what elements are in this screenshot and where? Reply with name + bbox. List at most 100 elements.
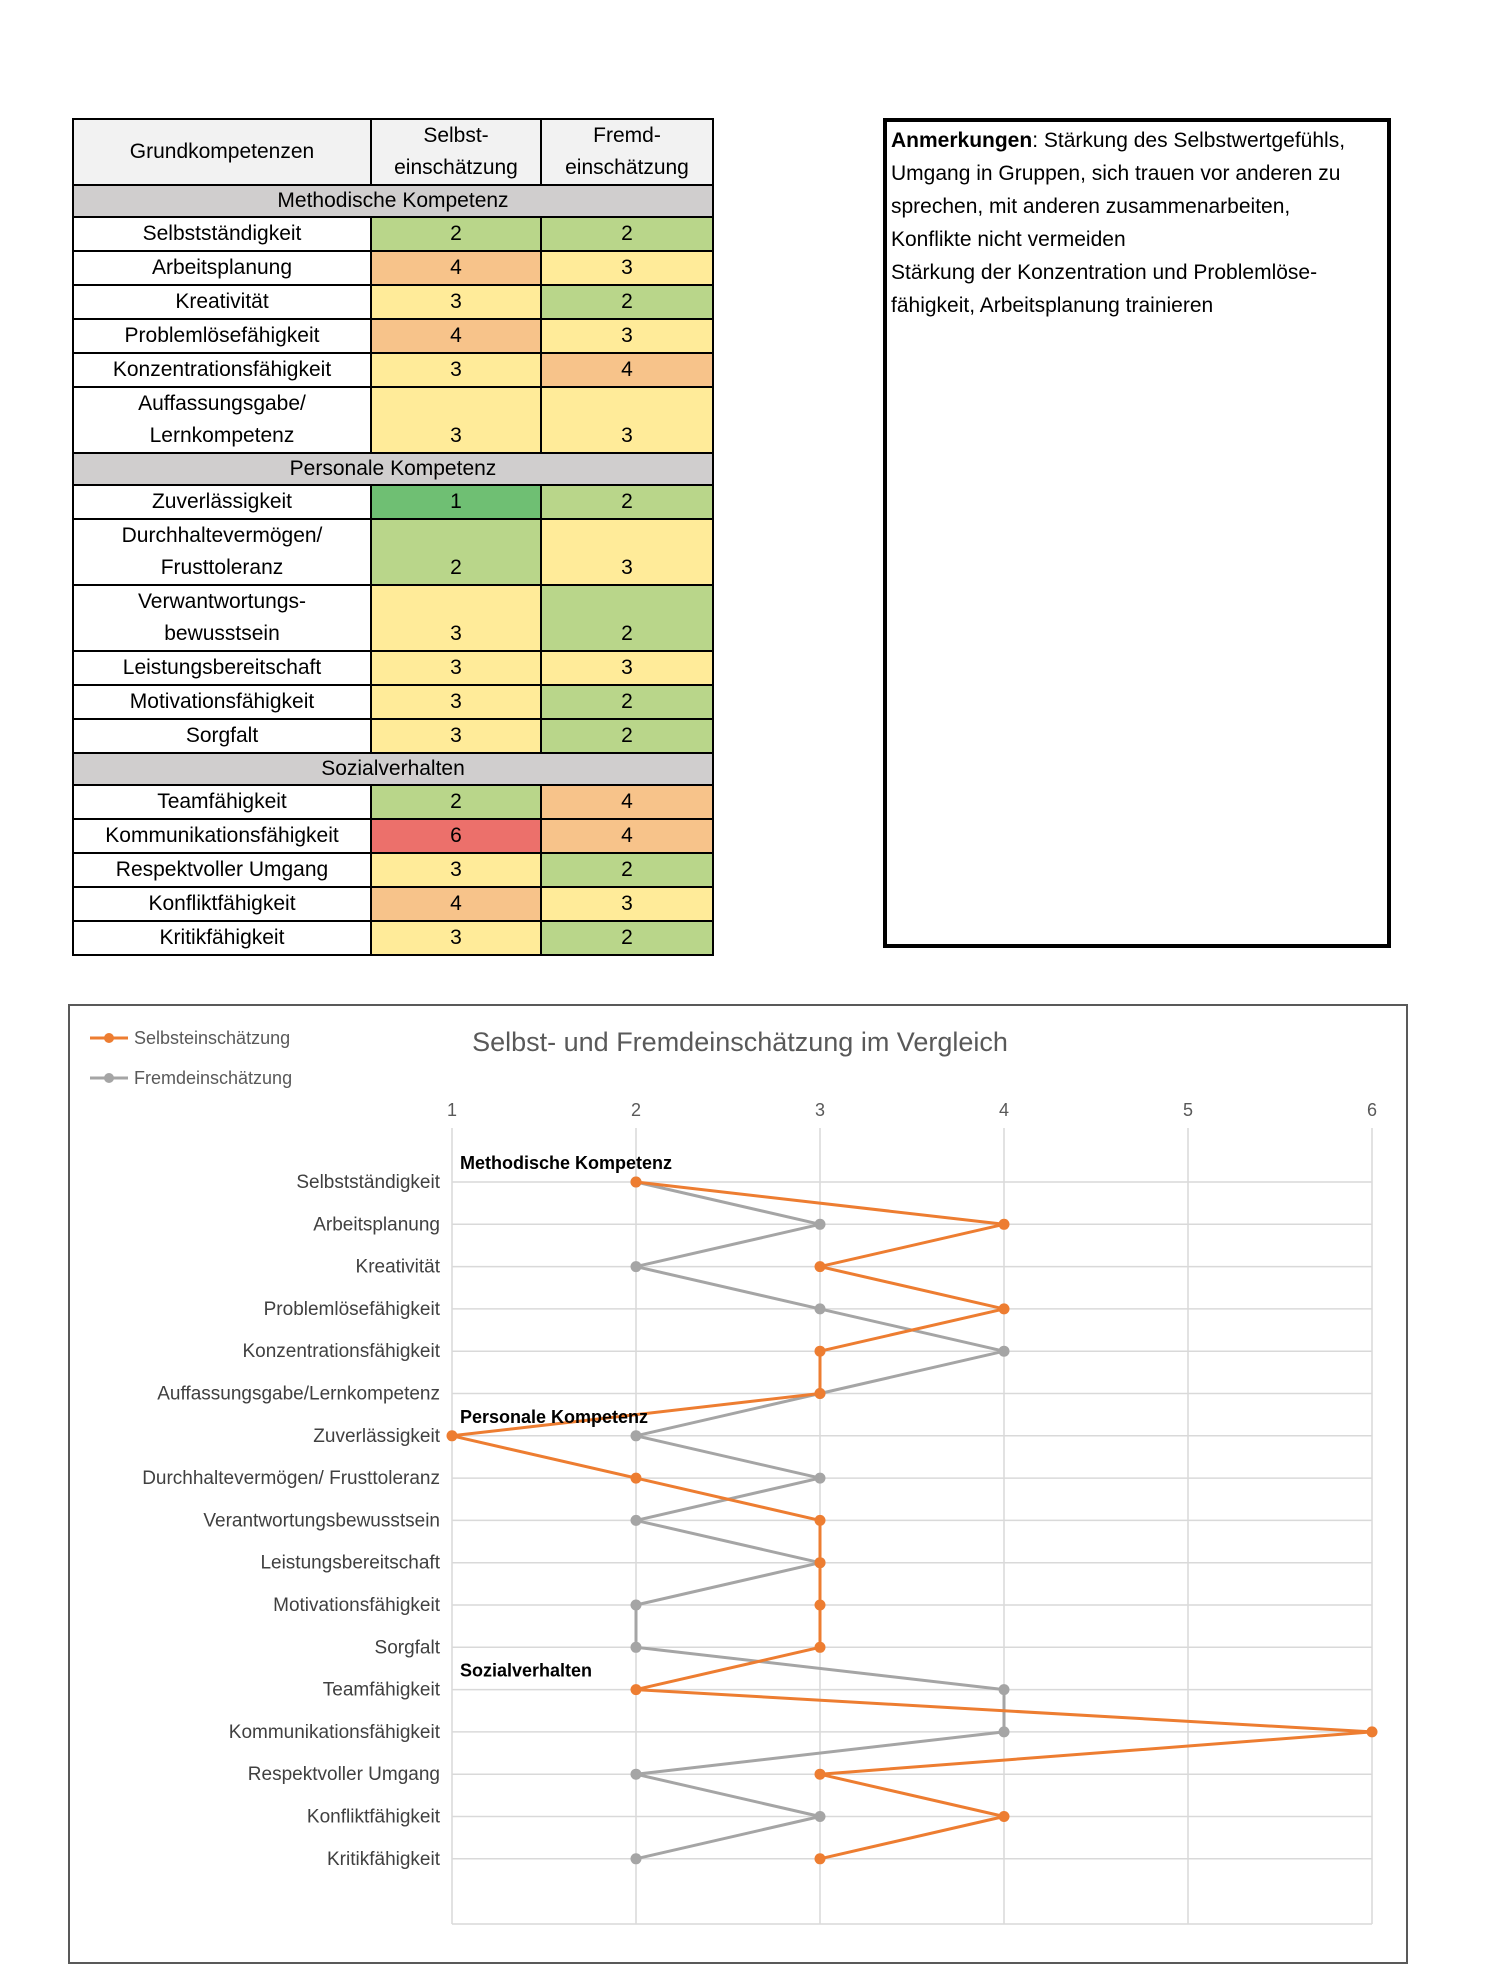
table-row: Konzentrationsfähigkeit 3 4 bbox=[72, 352, 714, 388]
series-0-point bbox=[814, 1853, 826, 1865]
external-assessment-cell: 3 bbox=[540, 886, 714, 922]
series-1-point bbox=[814, 1303, 826, 1315]
self-assessment-cell: 2 bbox=[370, 216, 542, 252]
self-assessment-cell: 3 bbox=[370, 920, 542, 956]
self-assessment-cell: 3 bbox=[370, 684, 542, 720]
legend-label-other: Fremdeinschätzung bbox=[134, 1068, 292, 1088]
external-assessment-cell: 2 bbox=[540, 584, 714, 652]
category-label: Kommunikationsfähigkeit bbox=[229, 1722, 441, 1743]
series-0-point bbox=[814, 1388, 826, 1399]
series-1-point bbox=[630, 1514, 642, 1526]
series-1-point bbox=[630, 1768, 642, 1780]
table-row: Kreativität 3 2 bbox=[72, 284, 714, 320]
category-label: Konfliktfähigkeit bbox=[307, 1807, 441, 1828]
competence-name-line: Lernkompetenz bbox=[149, 424, 295, 447]
table-row: Teamfähigkeit 2 4 bbox=[72, 784, 714, 820]
header-other-line1: Fremd- bbox=[593, 124, 661, 147]
section-row: Personale Kompetenz bbox=[72, 452, 714, 486]
category-label: Verantwortungsbewusstsein bbox=[203, 1510, 440, 1531]
external-assessment-cell: 4 bbox=[540, 352, 714, 388]
competence-name-line: Frusttoleranz bbox=[160, 556, 284, 579]
self-assessment-cell: 6 bbox=[370, 818, 542, 854]
category-label: Kritikfähigkeit bbox=[327, 1849, 441, 1870]
competence-name-line: Arbeitsplanung bbox=[151, 256, 293, 279]
self-assessment-cell: 3 bbox=[370, 584, 542, 652]
series-0-point bbox=[1366, 1726, 1378, 1738]
external-assessment-cell: 3 bbox=[540, 650, 714, 686]
external-assessment-cell: 2 bbox=[540, 718, 714, 754]
series-1-point bbox=[630, 1261, 642, 1273]
series-0-point bbox=[814, 1641, 826, 1653]
remarks-text-5: fähigkeit, Arbeitsplanung trainieren bbox=[891, 294, 1214, 317]
series-0-point bbox=[814, 1514, 826, 1526]
x-tick-label: 4 bbox=[999, 1100, 1009, 1120]
legend-label-self: Selbsteinschätzung bbox=[134, 1028, 290, 1048]
category-label: Kreativität bbox=[356, 1257, 441, 1278]
competence-name-line: Kommunikationsfähigkeit bbox=[105, 824, 339, 847]
self-assessment-cell: 1 bbox=[370, 484, 542, 520]
series-1-point bbox=[998, 1684, 1010, 1696]
x-tick-label: 3 bbox=[815, 1100, 825, 1120]
table-row: Konfliktfähigkeit 4 3 bbox=[72, 886, 714, 922]
plot-area: 1 2 3 4 5 6 Selbstständigkeit Arbeitsplanung Kre… bbox=[142, 1100, 1378, 1925]
self-assessment-cell: 3 bbox=[370, 284, 542, 320]
remarks-text-2: sprechen, mit anderen zusammenarbeiten, bbox=[891, 195, 1291, 218]
series-1-point bbox=[630, 1853, 642, 1865]
category-label: Respektvoller Umgang bbox=[248, 1764, 440, 1785]
competence-name: Sorgfalt bbox=[72, 718, 372, 754]
table-row: Kommunikationsfähigkeit 6 4 bbox=[72, 818, 714, 854]
series-1-point bbox=[630, 1599, 642, 1611]
x-tick-label: 6 bbox=[1367, 1100, 1377, 1120]
external-assessment-cell: 4 bbox=[540, 784, 714, 820]
external-assessment-cell: 3 bbox=[540, 318, 714, 354]
remarks-text-0: : Stärkung des Selbstwertgefühls, bbox=[1032, 129, 1346, 152]
table-row: Selbstständigkeit 2 2 bbox=[72, 216, 714, 252]
self-assessment-cell: 3 bbox=[370, 852, 542, 888]
section-row: Sozialverhalten bbox=[72, 752, 714, 786]
table-row: Motivationsfähigkeit 3 2 bbox=[72, 684, 714, 720]
chart-legend: Selbsteinschätzung Fremdeinschätzung bbox=[90, 1028, 292, 1088]
competence-name-line: Verwantwortungs- bbox=[137, 590, 307, 613]
section-title: Sozialverhalten bbox=[72, 752, 714, 786]
series-0-point bbox=[998, 1811, 1010, 1822]
series-1-point bbox=[630, 1430, 642, 1442]
competence-name: Respektvoller Umgang bbox=[72, 852, 372, 888]
category-label: Leistungsbereitschaft bbox=[260, 1553, 440, 1574]
series-0-point bbox=[814, 1557, 826, 1569]
external-assessment-cell: 2 bbox=[540, 920, 714, 956]
competence-name: Arbeitsplanung bbox=[72, 250, 372, 286]
competence-name-line: Zuverlässigkeit bbox=[151, 490, 293, 513]
table-row: Leistungsbereitschaft 3 3 bbox=[72, 650, 714, 686]
chart-title: Selbst- und Fremdeinschätzung im Verglei… bbox=[472, 1027, 1008, 1057]
competence-name-line: Leistungsbereitschaft bbox=[122, 656, 322, 679]
section-row: Methodische Kompetenz bbox=[72, 184, 714, 218]
category-label: Arbeitsplanung bbox=[313, 1214, 440, 1235]
series-0-point bbox=[630, 1472, 642, 1484]
competence-name-line: bewusstsein bbox=[164, 622, 280, 645]
competence-name-line: Konfliktfähigkeit bbox=[148, 892, 296, 915]
header-other-line2: einschätzung bbox=[565, 156, 689, 179]
external-assessment-cell: 3 bbox=[540, 250, 714, 286]
external-assessment-cell: 2 bbox=[540, 216, 714, 252]
series-0-point bbox=[446, 1430, 458, 1442]
header-self: Selbst- einschätzung bbox=[370, 118, 542, 186]
competence-name: Verwantwortungs-bewusstsein bbox=[72, 584, 372, 652]
self-assessment-cell: 4 bbox=[370, 318, 542, 354]
table-row: Verwantwortungs-bewusstsein 3 2 bbox=[72, 584, 714, 652]
table-row: Zuverlässigkeit 1 2 bbox=[72, 484, 714, 520]
external-assessment-cell: 3 bbox=[540, 386, 714, 454]
series-1-point bbox=[630, 1641, 642, 1653]
competence-name: Auffassungsgabe/Lernkompetenz bbox=[72, 386, 372, 454]
comparison-chart: Selbsteinschätzung Fremdeinschätzung Sel… bbox=[68, 1004, 1408, 1964]
category-label: Konzentrationsfähigkeit bbox=[242, 1341, 440, 1362]
remarks-box: Anmerkungen: Stärkung des Selbstwertgefü… bbox=[883, 118, 1391, 948]
self-assessment-cell: 2 bbox=[370, 518, 542, 586]
series-0-point bbox=[814, 1599, 826, 1611]
competence-name-line: Teamfähigkeit bbox=[157, 790, 287, 813]
section-title: Methodische Kompetenz bbox=[72, 184, 714, 218]
competence-name-line: Motivationsfähigkeit bbox=[129, 690, 315, 713]
header-other: Fremd- einschätzung bbox=[540, 118, 714, 186]
category-label: Selbstständigkeit bbox=[296, 1172, 440, 1193]
competence-name: Kommunikationsfähigkeit bbox=[72, 818, 372, 854]
series-1-point bbox=[814, 1218, 826, 1230]
